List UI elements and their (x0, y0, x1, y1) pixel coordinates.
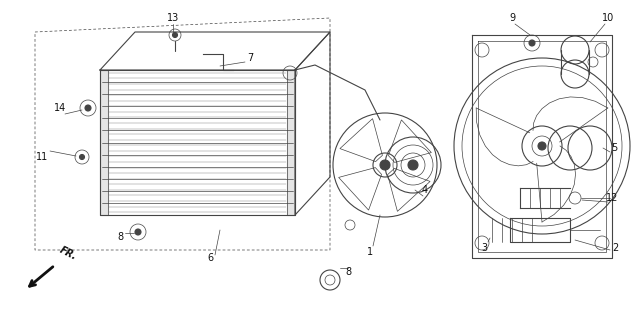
Circle shape (380, 160, 390, 170)
Text: 1: 1 (367, 247, 373, 257)
Text: 6: 6 (207, 253, 213, 263)
Circle shape (538, 142, 546, 150)
Text: 3: 3 (481, 243, 487, 253)
Circle shape (529, 40, 535, 46)
Text: 11: 11 (36, 152, 48, 162)
Text: FR.: FR. (58, 245, 79, 262)
Circle shape (408, 160, 418, 170)
Text: 7: 7 (247, 53, 253, 63)
Text: 4: 4 (422, 185, 428, 195)
Text: 14: 14 (54, 103, 66, 113)
Text: 10: 10 (602, 13, 614, 23)
Text: 9: 9 (509, 13, 515, 23)
Text: 2: 2 (612, 243, 618, 253)
Circle shape (85, 105, 91, 111)
Text: 8: 8 (345, 267, 351, 277)
Text: 8: 8 (117, 232, 123, 242)
Circle shape (173, 33, 177, 37)
Circle shape (79, 155, 84, 159)
Text: 12: 12 (606, 193, 618, 203)
Circle shape (135, 229, 141, 235)
Text: 5: 5 (611, 143, 617, 153)
Text: 13: 13 (167, 13, 179, 23)
